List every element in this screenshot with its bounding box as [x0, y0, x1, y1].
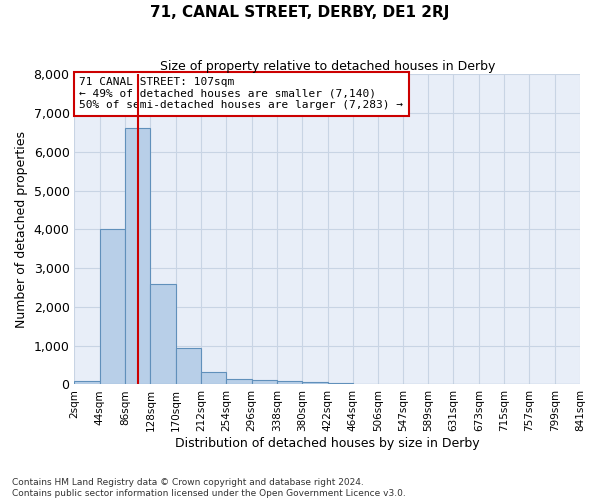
- Text: 71, CANAL STREET, DERBY, DE1 2RJ: 71, CANAL STREET, DERBY, DE1 2RJ: [151, 5, 449, 20]
- Bar: [251, 380, 277, 384]
- Text: 71 CANAL STREET: 107sqm
← 49% of detached houses are smaller (7,140)
50% of semi: 71 CANAL STREET: 107sqm ← 49% of detache…: [79, 78, 403, 110]
- Title: Size of property relative to detached houses in Derby: Size of property relative to detached ho…: [160, 60, 495, 73]
- Bar: [151, 284, 176, 384]
- Text: Contains HM Land Registry data © Crown copyright and database right 2024.
Contai: Contains HM Land Registry data © Crown c…: [12, 478, 406, 498]
- Bar: [176, 348, 201, 385]
- Bar: [201, 372, 226, 384]
- Y-axis label: Number of detached properties: Number of detached properties: [15, 131, 28, 328]
- Bar: [100, 230, 125, 384]
- Bar: [277, 382, 302, 384]
- Bar: [302, 382, 328, 384]
- X-axis label: Distribution of detached houses by size in Derby: Distribution of detached houses by size …: [175, 437, 479, 450]
- Bar: [125, 128, 151, 384]
- Bar: [74, 382, 100, 384]
- Bar: [226, 380, 251, 384]
